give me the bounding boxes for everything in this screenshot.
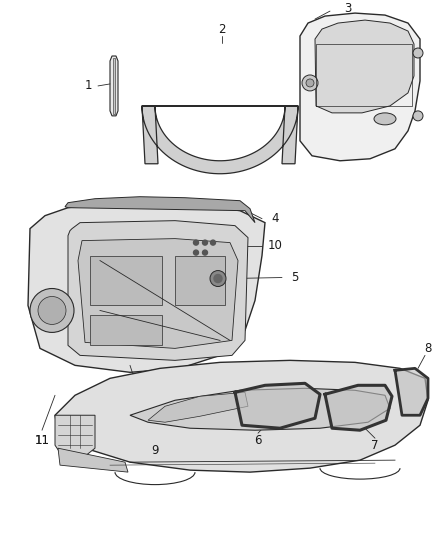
Text: 10: 10 — [268, 239, 283, 252]
Text: 6: 6 — [254, 434, 262, 447]
Circle shape — [214, 274, 222, 282]
Polygon shape — [28, 203, 265, 373]
Circle shape — [194, 250, 198, 255]
Text: 7: 7 — [371, 439, 379, 451]
Polygon shape — [142, 106, 298, 174]
Text: 5: 5 — [291, 271, 299, 284]
Polygon shape — [148, 392, 248, 422]
Text: 9: 9 — [151, 443, 159, 457]
Polygon shape — [300, 13, 420, 161]
Circle shape — [202, 250, 208, 255]
Polygon shape — [315, 20, 414, 113]
Polygon shape — [68, 221, 248, 360]
Bar — [175, 256, 225, 305]
Polygon shape — [78, 239, 238, 349]
Polygon shape — [113, 58, 115, 114]
Polygon shape — [235, 383, 320, 428]
Polygon shape — [65, 197, 255, 223]
Ellipse shape — [374, 113, 396, 125]
Bar — [90, 256, 162, 305]
Circle shape — [413, 48, 423, 58]
Text: 8: 8 — [424, 342, 432, 355]
Polygon shape — [130, 389, 390, 430]
Circle shape — [210, 271, 226, 287]
Circle shape — [413, 111, 423, 121]
Polygon shape — [55, 360, 428, 472]
Text: 11: 11 — [35, 434, 49, 447]
Circle shape — [38, 296, 66, 325]
Polygon shape — [325, 385, 392, 430]
Circle shape — [211, 240, 215, 245]
Circle shape — [302, 75, 318, 91]
Bar — [90, 316, 162, 345]
Text: 1: 1 — [84, 79, 92, 92]
Text: 11: 11 — [35, 434, 49, 447]
Text: 2: 2 — [218, 22, 226, 36]
Circle shape — [30, 288, 74, 333]
Circle shape — [194, 240, 198, 245]
Text: 3: 3 — [344, 2, 352, 14]
Polygon shape — [395, 368, 428, 415]
Circle shape — [202, 240, 208, 245]
Polygon shape — [58, 448, 128, 472]
Circle shape — [306, 79, 314, 87]
Polygon shape — [55, 415, 95, 460]
Polygon shape — [110, 56, 118, 116]
Text: 4: 4 — [271, 212, 279, 225]
